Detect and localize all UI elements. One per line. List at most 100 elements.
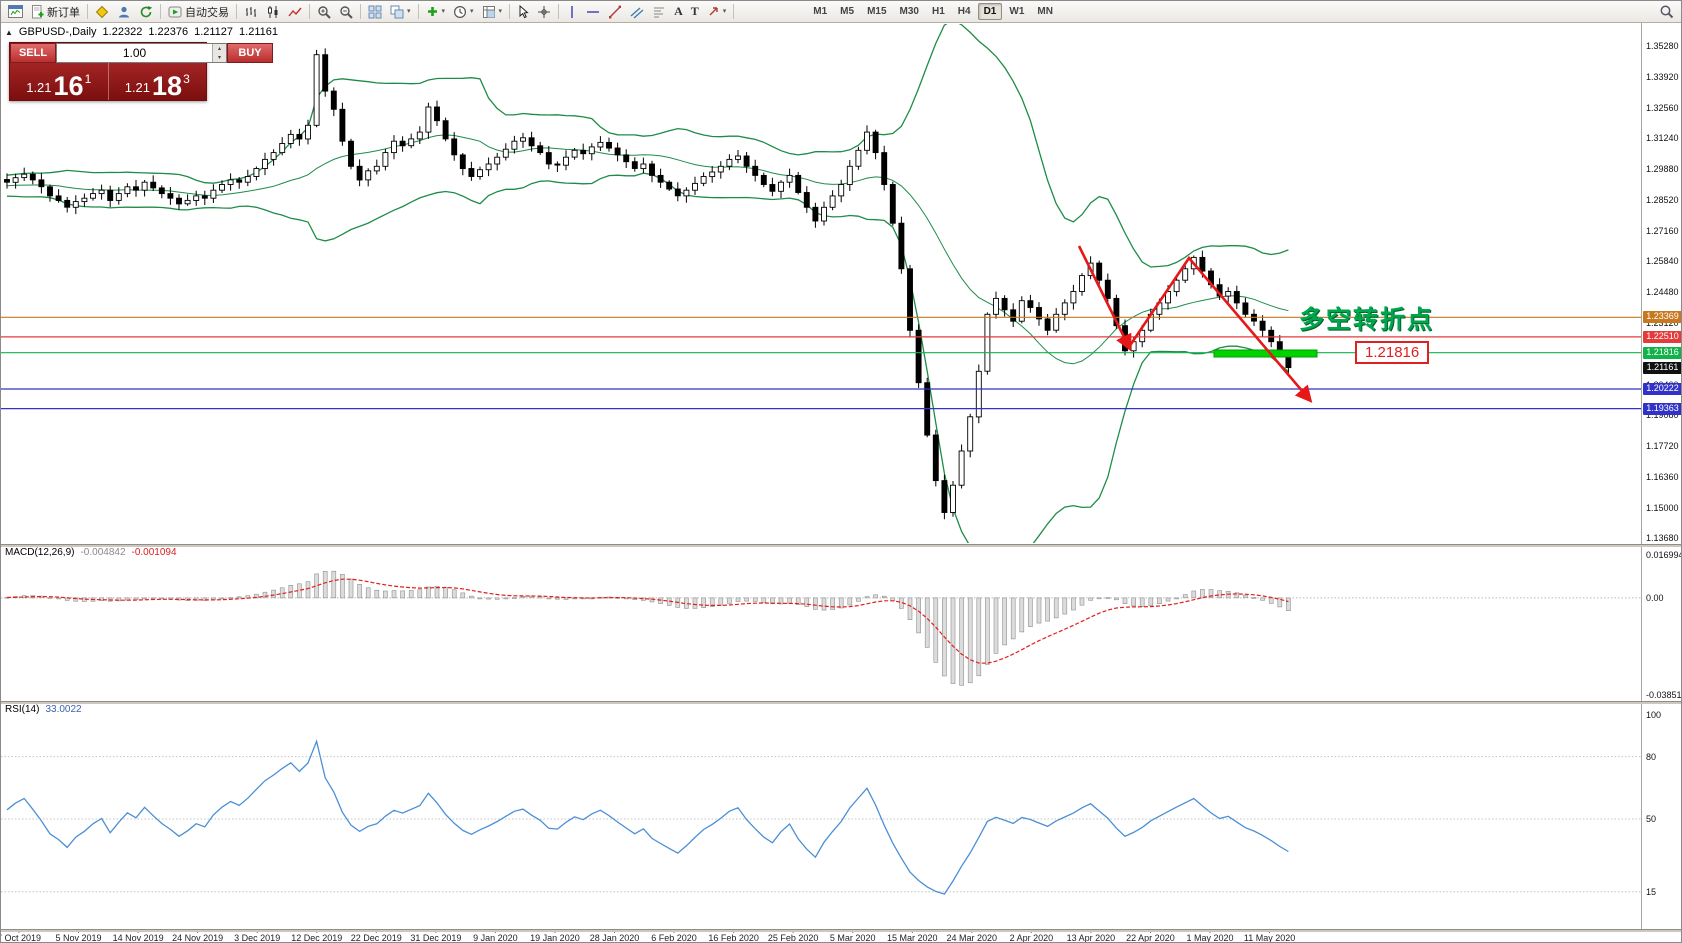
sell-button[interactable]: SELL (10, 43, 56, 63)
horizontal-line-tool-button[interactable] (582, 2, 604, 21)
ohlc-low: 1.21127 (194, 26, 234, 38)
rsi-value: 33.0022 (45, 704, 82, 715)
auto-trading-button[interactable]: 自动交易 (164, 2, 233, 21)
date-axis-label: 22 Apr 2020 (1126, 933, 1175, 943)
macd-axis-label: 0.00 (1646, 592, 1664, 603)
refresh-button[interactable] (135, 2, 157, 21)
bid-main: 1.21 (26, 80, 52, 95)
price-axis-label: 1.27160 (1646, 225, 1679, 236)
zoom-in-icon (318, 5, 331, 19)
crosshair-tool-button[interactable] (533, 2, 555, 21)
toolbar-separator (733, 4, 735, 19)
rsi-axis-label: 80 (1646, 751, 1657, 762)
cascade-windows-button[interactable]: ▾ (386, 2, 415, 21)
timeframe-button-M15[interactable]: M15 (861, 3, 892, 20)
zoom-out-button[interactable] (335, 2, 357, 21)
rsi-name: RSI(14) (5, 704, 40, 715)
toolbar-separator (87, 4, 88, 19)
date-axis-label: 11 May 2020 (1243, 933, 1296, 943)
rsi-axis-label: 15 (1646, 886, 1657, 897)
bar-chart-type-button[interactable] (240, 2, 262, 21)
marketwatch-button[interactable] (91, 2, 113, 21)
zoom-out-icon (340, 5, 353, 19)
down-arrow-annotation[interactable] (1077, 245, 1132, 352)
symbol-title: GBPUSD-,Daily (18, 26, 97, 38)
level-price-tag[interactable]: 1.20222 (1643, 382, 1681, 395)
timeframe-button-M1[interactable]: M1 (807, 3, 833, 20)
price-axis-label: 1.13680 (1646, 533, 1679, 543)
channel-icon (630, 7, 644, 18)
price-axis-label: 1.35280 (1646, 41, 1679, 51)
level-price-tag[interactable]: 1.22510 (1643, 330, 1681, 343)
rsi-panel-divider[interactable] (1, 701, 1681, 704)
diamond-icon (95, 5, 109, 18)
volume-input[interactable] (57, 44, 212, 62)
tile-windows-button[interactable] (364, 2, 386, 21)
ohlc-close: 1.21161 (239, 26, 278, 38)
timeframe-button-MN[interactable]: MN (1031, 3, 1059, 20)
toolbar-separator (309, 4, 310, 19)
toolbar: 新订单 自动交易 (1, 1, 1681, 23)
timeframe-button-M5[interactable]: M5 (834, 3, 860, 20)
timeframe-toolbar: M1 M5 M15 M30 H1 H4 D1 W1 MN (807, 3, 1059, 20)
buy-button[interactable]: BUY (227, 43, 273, 63)
volume-decrease-button[interactable]: ▾ (213, 53, 226, 62)
channel-tool-button[interactable] (626, 2, 648, 21)
timeframe-button-M30[interactable]: M30 (894, 3, 925, 20)
cursor-icon (519, 4, 529, 18)
zoom-in-button[interactable] (313, 2, 335, 21)
chart-window-icon (8, 5, 23, 18)
macd-name: MACD(12,26,9) (5, 547, 75, 558)
new-order-button[interactable]: 新订单 (27, 2, 84, 21)
cursor-tool-button[interactable] (513, 2, 533, 21)
candlestick-chart-type-button[interactable] (262, 2, 284, 21)
price-axis-label: 1.15000 (1646, 502, 1679, 513)
support-zone-bar[interactable] (1213, 349, 1318, 358)
level-price-tag[interactable]: 1.19363 (1643, 402, 1681, 415)
date-axis-divider (1, 929, 1681, 932)
price-axis-label: 1.19080 (1646, 410, 1679, 420)
text-tool-button[interactable]: A (670, 2, 687, 21)
price-axis-label: 1.28520 (1646, 194, 1679, 205)
vertical-line-tool-button[interactable] (562, 2, 582, 21)
turning-point-annotation[interactable]: 多空转折点 (1299, 306, 1435, 334)
annotations-layer (1077, 245, 1318, 403)
zigzag-arrow-annotation[interactable] (1127, 255, 1313, 403)
volume-increase-button[interactable]: ▴ (213, 44, 226, 53)
timeframe-button-H4[interactable]: H4 (952, 3, 977, 20)
chart-window-button[interactable] (4, 2, 27, 21)
accounts-button[interactable] (113, 2, 135, 21)
price-axis-label: 1.32560 (1646, 102, 1679, 113)
macd-panel-divider[interactable] (1, 544, 1681, 547)
chart-collapse-icon[interactable]: ▲ (5, 27, 13, 37)
level-price-tag[interactable]: 1.23369 (1643, 311, 1681, 324)
timeframe-button-W1[interactable]: W1 (1003, 3, 1030, 20)
volume-field: ▴ ▾ (56, 43, 227, 63)
timeframe-button-H1[interactable]: H1 (926, 3, 951, 20)
volume-spinner: ▴ ▾ (212, 44, 226, 62)
trendline-tool-button[interactable] (604, 2, 626, 21)
ohlc-high: 1.22376 (148, 26, 189, 38)
macd-value: -0.004842 (80, 547, 126, 558)
timeframe-button-D1[interactable]: D1 (977, 3, 1003, 20)
price-axis-label: 1.16360 (1646, 471, 1679, 482)
text-tool-icon: A (674, 4, 683, 18)
line-chart-type-button[interactable] (284, 2, 306, 21)
periods-clock-button[interactable]: ▾ (449, 2, 478, 21)
level-price-tag[interactable]: 1.21816 (1643, 346, 1681, 359)
date-axis-label: 28 Jan 2020 (589, 933, 640, 943)
add-indicator-button[interactable]: ▾ (422, 2, 450, 21)
templates-button[interactable]: ▾ (478, 2, 507, 21)
bid-pips: 16 (53, 71, 84, 102)
label-tool-button[interactable]: T (687, 2, 703, 21)
date-axis-label: 9 Jan 2020 (473, 933, 518, 943)
macd-axis-label: -0.038519 (1646, 690, 1682, 700)
fibonacci-tool-button[interactable] (648, 2, 670, 21)
support-price-label[interactable]: 1.21816 (1355, 341, 1430, 364)
search-icon (1660, 5, 1674, 19)
search-button[interactable] (1655, 2, 1678, 21)
arrows-tool-button[interactable]: ▾ (703, 2, 731, 21)
date-axis-label: 24 Mar 2020 (946, 933, 998, 943)
